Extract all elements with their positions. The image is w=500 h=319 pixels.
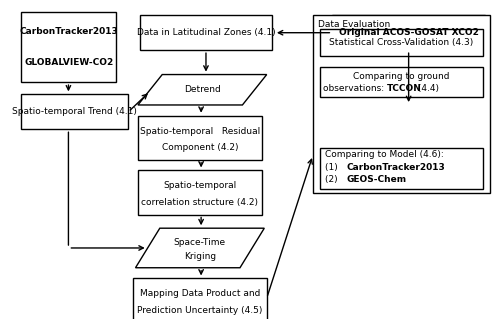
- Text: Kriging: Kriging: [184, 252, 216, 261]
- Text: CarbonTracker2013: CarbonTracker2013: [347, 163, 446, 172]
- Text: correlation structure (4.2): correlation structure (4.2): [142, 198, 258, 207]
- Text: Component (4.2): Component (4.2): [162, 143, 238, 152]
- Text: Prediction Uncertainty (4.5): Prediction Uncertainty (4.5): [137, 306, 262, 315]
- Text: Spatio-temporal Trend (4.1): Spatio-temporal Trend (4.1): [12, 107, 137, 116]
- FancyBboxPatch shape: [22, 12, 116, 82]
- Text: CarbonTracker2013: CarbonTracker2013: [20, 27, 118, 36]
- Text: (2): (2): [325, 175, 344, 184]
- FancyBboxPatch shape: [138, 115, 262, 160]
- Text: (4.4): (4.4): [414, 84, 438, 93]
- Polygon shape: [136, 228, 264, 268]
- Text: Statistical Cross-Validation (4.3): Statistical Cross-Validation (4.3): [330, 38, 474, 47]
- FancyBboxPatch shape: [313, 15, 490, 193]
- Text: Data in Latitudinal Zones (4.1): Data in Latitudinal Zones (4.1): [136, 28, 276, 37]
- Text: Spatio-temporal   Residual: Spatio-temporal Residual: [140, 127, 260, 136]
- Text: Space-Time: Space-Time: [174, 238, 226, 247]
- Text: Detrend: Detrend: [184, 85, 220, 94]
- Text: Mapping Data Product and: Mapping Data Product and: [140, 289, 260, 298]
- Text: observations:: observations:: [323, 84, 387, 93]
- FancyBboxPatch shape: [332, 15, 486, 50]
- FancyBboxPatch shape: [140, 15, 272, 50]
- Text: Comparing to Model (4.6):: Comparing to Model (4.6):: [325, 151, 444, 160]
- FancyBboxPatch shape: [320, 29, 483, 56]
- Text: Spatio-temporal: Spatio-temporal: [164, 181, 236, 190]
- Text: Original ACOS-GOSAT XCO2: Original ACOS-GOSAT XCO2: [339, 28, 479, 37]
- Text: Comparing to ground: Comparing to ground: [354, 71, 450, 81]
- Text: TCCON: TCCON: [387, 84, 422, 93]
- Text: GEOS-Chem: GEOS-Chem: [347, 175, 407, 184]
- Text: Data Evaluation: Data Evaluation: [318, 20, 390, 29]
- Text: (1): (1): [325, 163, 344, 172]
- Text: GLOBALVIEW-CO2: GLOBALVIEW-CO2: [24, 58, 114, 67]
- Polygon shape: [138, 75, 266, 105]
- FancyBboxPatch shape: [320, 148, 483, 189]
- FancyBboxPatch shape: [138, 170, 262, 214]
- FancyBboxPatch shape: [22, 94, 128, 129]
- FancyBboxPatch shape: [320, 67, 483, 97]
- FancyBboxPatch shape: [133, 278, 266, 319]
